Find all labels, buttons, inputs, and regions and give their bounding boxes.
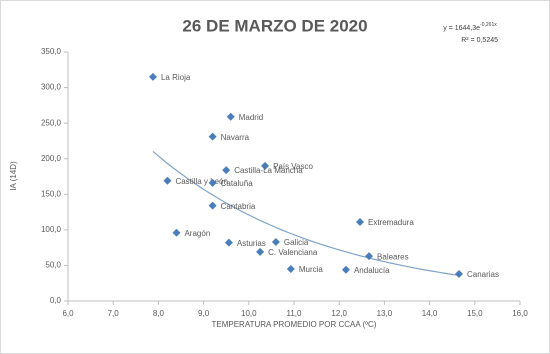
point <box>208 132 217 141</box>
point-label: Madrid <box>239 113 263 122</box>
point-label: Canarias <box>467 270 499 279</box>
y-tick-label: 150,0 <box>41 189 62 198</box>
point <box>286 264 295 273</box>
x-tick-label: 14,0 <box>422 309 438 318</box>
y-axis-title: IA (14D) <box>9 161 18 191</box>
point <box>148 72 157 81</box>
point <box>226 112 235 121</box>
point-label: Asturias <box>237 239 266 248</box>
point-label: Extremadura <box>368 218 414 227</box>
point-label: Andalucía <box>354 266 390 275</box>
y-tick-label: 200,0 <box>41 154 62 163</box>
x-axis-title: TEMPERATURA PROMEDIO POR CCAA (ºC) <box>211 320 376 329</box>
point <box>208 178 217 187</box>
point <box>172 228 181 237</box>
y-tick-label: 300,0 <box>41 83 62 92</box>
point-label: La Rioja <box>161 73 191 82</box>
point-label: Murcia <box>299 265 324 274</box>
x-tick-label: 13,0 <box>377 309 393 318</box>
point <box>224 238 233 247</box>
point <box>271 237 280 246</box>
y-tick-label: 0,0 <box>50 296 62 305</box>
point-label: Baleares <box>377 252 409 261</box>
trend-equation: y = 1644,3e-0,261x <box>443 22 497 32</box>
x-tick-label: 8,0 <box>153 309 165 318</box>
point-label: Aragón <box>184 229 210 238</box>
trendline <box>152 150 460 276</box>
point <box>208 201 217 210</box>
point-label: Cantabria <box>221 202 256 211</box>
point <box>222 166 231 175</box>
point-label: Navarra <box>221 133 250 142</box>
point <box>163 176 172 185</box>
point <box>365 252 374 261</box>
x-tick-label: 6,0 <box>62 309 74 318</box>
trend-r2: R² = 0,5245 <box>461 37 498 44</box>
x-tick-label: 10,0 <box>241 309 257 318</box>
point <box>454 269 463 278</box>
point-label: Castilla-La Mancha <box>234 166 303 175</box>
y-tick-label: 100,0 <box>41 225 62 234</box>
point-label: Cataluña <box>221 179 254 188</box>
point <box>355 218 364 227</box>
x-tick-label: 9,0 <box>198 309 210 318</box>
point <box>341 265 350 274</box>
x-tick-label: 16,0 <box>512 309 528 318</box>
x-tick-label: 7,0 <box>108 309 120 318</box>
point <box>261 161 270 170</box>
x-tick-label: 15,0 <box>467 309 483 318</box>
y-tick-label: 350,0 <box>41 47 62 56</box>
x-tick-label: 12,0 <box>331 309 347 318</box>
point-label: Castilla y León <box>175 177 227 186</box>
y-tick-label: 50,0 <box>45 261 61 270</box>
point-label: Galicia <box>284 238 309 247</box>
equation-exponent: -0,261x <box>480 22 497 28</box>
x-tick-label: 11,0 <box>287 309 303 318</box>
equation-base: y = 1644,3e <box>443 25 480 32</box>
point <box>256 247 265 256</box>
y-tick-label: 250,0 <box>41 118 62 127</box>
point-label: C. Valenciana <box>268 248 318 257</box>
point-label: País Vasco <box>273 162 313 171</box>
chart-title: 26 DE MARZO DE 2020 <box>182 16 367 35</box>
